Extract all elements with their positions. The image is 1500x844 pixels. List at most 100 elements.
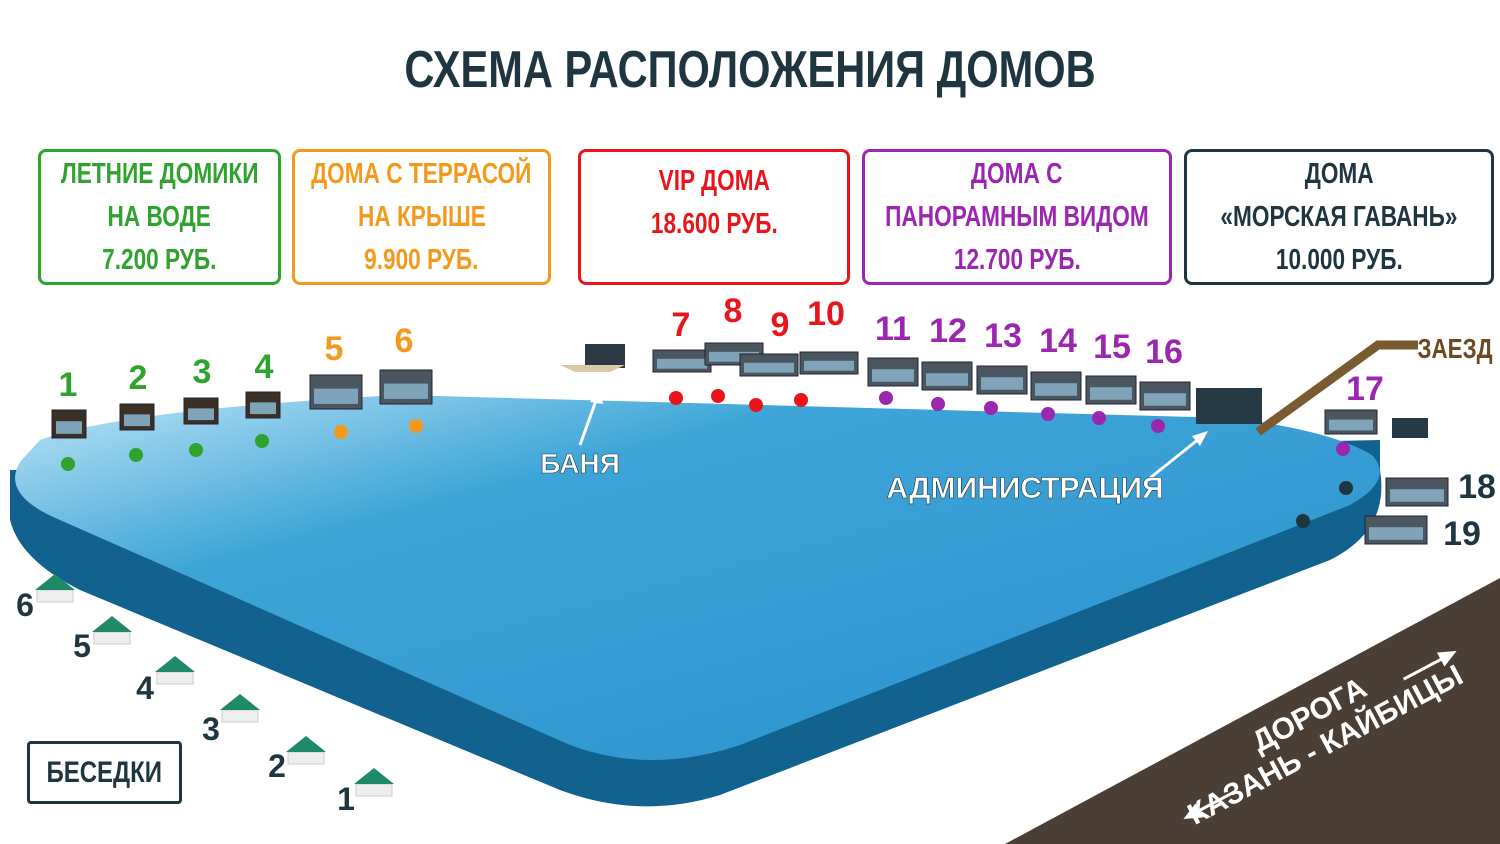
category-box-3: VIP ДОМА 18.600 РУБ.: [578, 149, 850, 285]
house-15: 15: [1085, 328, 1137, 425]
house-window: [872, 369, 914, 382]
gazebo-number: 5: [73, 628, 91, 664]
house-11: 11: [867, 310, 919, 405]
house-marker[interactable]: [879, 391, 893, 405]
house-18: 18: [1339, 468, 1496, 507]
house-19: 19: [1296, 514, 1481, 553]
house-window: [188, 408, 214, 421]
house-window: [926, 373, 968, 386]
house-marker[interactable]: [931, 397, 945, 411]
house-10: 10: [794, 295, 859, 407]
house-marker[interactable]: [129, 448, 143, 462]
house-number: 18: [1458, 468, 1496, 506]
house-marker[interactable]: [334, 425, 348, 439]
gazebo-base: [156, 671, 194, 685]
gazebo-base: [287, 751, 325, 765]
gazebo-6: 6: [16, 574, 75, 623]
category-box-1: ЛЕТНИЕ ДОМИКИ НА ВОДЕ 7.200 РУБ.: [38, 149, 281, 285]
category-line: ДОМА С ТЕРРАСОЙ: [311, 157, 532, 190]
gazebo-base: [36, 589, 74, 603]
house-number: 14: [1039, 322, 1077, 360]
gazebo-base: [93, 631, 131, 645]
category-line: 10.000 РУБ.: [1275, 243, 1403, 276]
house-marker[interactable]: [1092, 411, 1106, 425]
house-1: 1: [51, 366, 87, 471]
entrance-label: ЗАЕЗД: [1417, 334, 1492, 365]
house-marker[interactable]: [984, 401, 998, 415]
gazebo-number: 6: [16, 587, 34, 623]
house-number: 7: [672, 306, 691, 344]
gazebo-roof: [92, 616, 132, 632]
category-line: НА КРЫШЕ: [357, 200, 486, 233]
gazebo-3: 3: [202, 694, 260, 747]
house-window: [1369, 527, 1423, 540]
gazebo-roof: [354, 768, 394, 784]
administration-arrow-head-icon: [1192, 431, 1208, 446]
category-box-4: ДОМА С ПАНОРАМНЫМ ВИДОМ 12.700 РУБ.: [862, 149, 1172, 285]
house-window: [981, 377, 1023, 390]
house-marker[interactable]: [409, 419, 423, 433]
category-line: VIP ДОМА: [658, 165, 770, 197]
house-marker[interactable]: [794, 393, 808, 407]
house-marker[interactable]: [1041, 407, 1055, 421]
house-2: 2: [119, 359, 155, 462]
house-14: 14: [1030, 322, 1082, 421]
house-number: 11: [875, 310, 911, 348]
house-window: [314, 388, 358, 404]
house-number: 9: [771, 306, 790, 344]
house-9: 9: [739, 306, 799, 412]
house-12: 12: [921, 312, 973, 411]
gazebos-label: БЕСЕДКИ: [46, 755, 163, 789]
house-marker[interactable]: [749, 398, 763, 412]
lake-water: [15, 395, 1380, 760]
house-7: 7: [652, 306, 712, 405]
arrow-left-head-icon: [1183, 803, 1204, 819]
banya-label: БАНЯ: [540, 448, 620, 479]
gazebo-roof: [220, 694, 260, 710]
house-16: 16: [1139, 333, 1191, 433]
house-number: 12: [929, 312, 967, 350]
gazebo-2: 2: [268, 736, 326, 784]
house-number: 6: [395, 322, 414, 360]
house-13: 13: [976, 317, 1028, 415]
house-marker[interactable]: [189, 443, 203, 457]
house-number: 15: [1093, 328, 1131, 366]
house-marker[interactable]: [1296, 514, 1310, 528]
arrow-right-head-icon: [1436, 651, 1457, 667]
house-number: 17: [1346, 370, 1384, 408]
house-marker[interactable]: [1336, 442, 1350, 456]
house-17: 17: [1324, 370, 1384, 456]
house-window: [804, 360, 854, 371]
gazebo-number: 3: [202, 711, 220, 747]
house-marker[interactable]: [255, 434, 269, 448]
house-window: [384, 383, 428, 399]
arrow-right-icon: [1402, 654, 1449, 681]
house-window: [1390, 489, 1444, 502]
banya-building: [585, 344, 625, 368]
arrow-left-icon: [1191, 789, 1238, 816]
house-marker[interactable]: [669, 391, 683, 405]
house-marker[interactable]: [1151, 419, 1165, 433]
gazebo-base: [221, 709, 259, 723]
category-box-2: ДОМА С ТЕРРАСОЙ НА КРЫШЕ 9.900 РУБ.: [292, 149, 551, 285]
category-line: ДОМА: [1304, 157, 1374, 190]
gazebo-number: 2: [268, 748, 286, 784]
category-line: ЛЕТНИЕ ДОМИКИ: [60, 157, 259, 190]
category-line: «МОРСКАЯ ГАВАНЬ»: [1220, 200, 1458, 233]
house-marker[interactable]: [1339, 481, 1353, 495]
gazebo-4: 4: [136, 656, 195, 706]
house-number: 1: [59, 366, 78, 404]
gazebo-number: 4: [136, 670, 154, 706]
house-window: [1090, 387, 1132, 400]
category-line: 12.700 РУБ.: [953, 243, 1081, 276]
house-number: 8: [724, 292, 743, 330]
house-5: 5: [309, 330, 363, 439]
house-window: [1035, 383, 1077, 396]
entrance-road: [1255, 340, 1418, 436]
gazebos-legend: БЕСЕДКИ: [27, 741, 182, 804]
house-marker[interactable]: [61, 457, 75, 471]
category-box-5: ДОМА «МОРСКАЯ ГАВАНЬ» 10.000 РУБ.: [1184, 149, 1494, 285]
gazebo-5: 5: [73, 616, 132, 664]
house-marker[interactable]: [711, 389, 725, 403]
category-line: ДОМА С: [971, 157, 1063, 190]
